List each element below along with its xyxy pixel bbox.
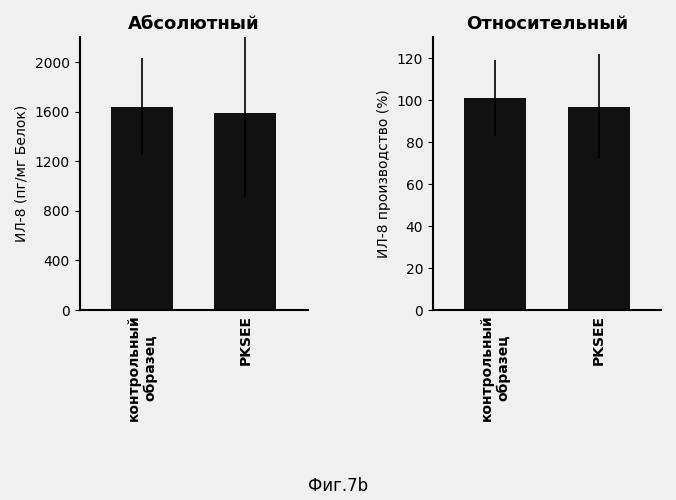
Text: Фиг.7b: Фиг.7b	[308, 477, 368, 495]
Title: Относительный: Относительный	[466, 15, 628, 33]
Bar	[464, 98, 526, 310]
Y-axis label: ИЛ-8 (пг/мг Белок): ИЛ-8 (пг/мг Белок)	[15, 105, 29, 242]
Y-axis label: ИЛ-8 производство (%): ИЛ-8 производство (%)	[377, 90, 391, 258]
Title: Абсолютный: Абсолютный	[128, 15, 260, 33]
Bar	[568, 106, 630, 310]
Bar	[214, 113, 276, 310]
Bar	[111, 106, 173, 310]
